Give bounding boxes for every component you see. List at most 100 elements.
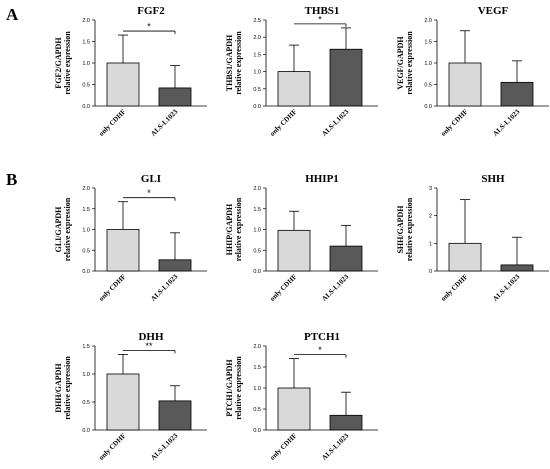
bar-hhip1-only-cdhf [277, 229, 311, 272]
category-label-hhip1: only CDHF [268, 273, 298, 303]
category-label-ptch1: ALS-L1023 [320, 431, 350, 461]
chart-title-vegf: VEGF [478, 5, 509, 17]
y-tick-label-vegf: 1.5 [424, 40, 432, 46]
y-axis-label-thbs1: THBS1/GAPDH [225, 34, 234, 91]
y-axis-label-hhip1: HHIP/GAPDH [225, 203, 234, 255]
chart-title-hhip1: HHIP1 [305, 173, 339, 185]
y-tick-label-hhip1: 0.0 [253, 269, 261, 275]
chart-title-thbs1: THBS1 [305, 5, 340, 17]
y-tick-label-gli: 1.5 [82, 207, 90, 213]
bar-gli-only-cdhf [106, 229, 140, 272]
bar-fgf2-als-l1023 [158, 87, 192, 107]
y-tick-label-dhh: 1.5 [82, 344, 90, 350]
y-axis-sublabel-hhip1: relative expression [234, 197, 243, 261]
y-axis-sublabel-ptch1: relative expression [234, 356, 243, 420]
significance-label-gli: * [147, 188, 151, 198]
y-axis-label-ptch1: PTCH1/GAPDH [225, 359, 234, 417]
y-tick-label-fgf2: 1.0 [82, 61, 90, 67]
y-axis-label-dhh: DHH/GAPDH [54, 363, 63, 413]
y-tick-label-vegf: 2.0 [424, 18, 432, 24]
y-axis-sublabel-fgf2: relative expression [63, 31, 72, 95]
significance-label-dhh: ** [145, 341, 153, 351]
y-tick-label-thbs1: 1.0 [253, 70, 261, 76]
y-tick-label-thbs1: 2.0 [253, 35, 261, 41]
y-tick-label-hhip1: 2.0 [253, 186, 261, 192]
y-tick-label-fgf2: 1.5 [82, 40, 90, 46]
bar-ptch1-als-l1023 [329, 414, 363, 431]
bar-thbs1-only-cdhf [277, 71, 311, 107]
y-tick-label-gli: 0.0 [82, 269, 90, 275]
category-label-thbs1: only CDHF [268, 108, 298, 138]
y-tick-label-hhip1: 1.0 [253, 228, 261, 234]
y-tick-label-gli: 1.0 [82, 228, 90, 234]
y-tick-label-shh: 3 [429, 186, 432, 192]
y-tick-label-thbs1: 0.5 [253, 87, 261, 93]
significance-label-ptch1: * [318, 345, 322, 355]
category-label-hhip1: ALS-L1023 [320, 272, 350, 302]
y-tick-label-ptch1: 0.5 [253, 407, 261, 413]
chart-title-fgf2: FGF2 [137, 5, 165, 17]
y-axis-label-gli: GLI/GAPDH [54, 206, 63, 253]
y-tick-label-fgf2: 0.0 [82, 104, 90, 110]
category-label-dhh: only CDHF [97, 432, 127, 462]
category-label-dhh: ALS-L1023 [149, 431, 179, 461]
y-tick-label-vegf: 0.5 [424, 83, 432, 89]
bar-thbs1-als-l1023 [329, 48, 363, 107]
category-label-shh: ALS-L1023 [491, 272, 521, 302]
y-tick-label-shh: 1 [429, 241, 432, 247]
y-tick-label-hhip1: 1.5 [253, 207, 261, 213]
y-axis-sublabel-vegf: relative expression [405, 31, 414, 95]
chart-title-shh: SHH [481, 173, 505, 185]
category-label-vegf: only CDHF [439, 108, 469, 138]
category-label-gli: only CDHF [97, 273, 127, 303]
category-label-fgf2: ALS-L1023 [149, 107, 179, 137]
panel-label-a: A [6, 5, 19, 24]
bar-shh-als-l1023 [500, 264, 534, 272]
y-tick-label-vegf: 1.0 [424, 61, 432, 67]
y-axis-label-fgf2: FGF2/GAPDH [54, 37, 63, 89]
y-axis-sublabel-thbs1: relative expression [234, 31, 243, 95]
y-axis-sublabel-gli: relative expression [63, 197, 72, 261]
y-tick-label-dhh: 0.5 [82, 400, 90, 406]
y-tick-label-shh: 2 [429, 214, 432, 220]
y-axis-sublabel-dhh: relative expression [63, 356, 72, 420]
y-tick-label-ptch1: 1.5 [253, 365, 261, 371]
significance-label-thbs1: * [318, 14, 322, 24]
category-label-fgf2: only CDHF [97, 108, 127, 138]
bar-dhh-only-cdhf [106, 373, 140, 431]
panel-label-b: B [6, 170, 17, 189]
y-tick-label-gli: 0.5 [82, 248, 90, 254]
y-tick-label-thbs1: 0.0 [253, 104, 261, 110]
y-tick-label-shh: 0 [429, 269, 432, 275]
y-tick-label-dhh: 1.0 [82, 372, 90, 378]
y-tick-label-hhip1: 0.5 [253, 248, 261, 254]
bar-vegf-only-cdhf [448, 62, 482, 107]
category-label-thbs1: ALS-L1023 [320, 107, 350, 137]
y-tick-label-gli: 2.0 [82, 186, 90, 192]
bar-dhh-als-l1023 [158, 400, 192, 431]
bar-shh-only-cdhf [448, 242, 482, 272]
bar-gli-als-l1023 [158, 259, 192, 272]
category-label-gli: ALS-L1023 [149, 272, 179, 302]
bar-ptch1-only-cdhf [277, 387, 311, 431]
y-axis-sublabel-shh: relative expression [405, 197, 414, 261]
significance-label-fgf2: * [147, 22, 151, 32]
y-axis-label-vegf: VEGF/GAPDH [396, 36, 405, 90]
chart-title-ptch1: PTCH1 [304, 331, 340, 343]
bar-vegf-als-l1023 [500, 81, 534, 107]
bar-fgf2-only-cdhf [106, 62, 140, 107]
category-label-shh: only CDHF [439, 273, 469, 303]
y-tick-label-ptch1: 2.0 [253, 344, 261, 350]
chart-title-dhh: DHH [138, 331, 164, 343]
y-tick-label-ptch1: 1.0 [253, 386, 261, 392]
y-tick-label-fgf2: 0.5 [82, 83, 90, 89]
bar-hhip1-als-l1023 [329, 245, 363, 272]
y-axis-label-shh: SHH/GAPDH [396, 205, 405, 254]
y-tick-label-fgf2: 2.0 [82, 18, 90, 24]
y-tick-label-dhh: 0.0 [82, 428, 90, 434]
chart-title-gli: GLI [141, 173, 161, 185]
y-tick-label-thbs1: 2.5 [253, 18, 261, 24]
category-label-vegf: ALS-L1023 [491, 107, 521, 137]
y-tick-label-vegf: 0.0 [424, 104, 432, 110]
